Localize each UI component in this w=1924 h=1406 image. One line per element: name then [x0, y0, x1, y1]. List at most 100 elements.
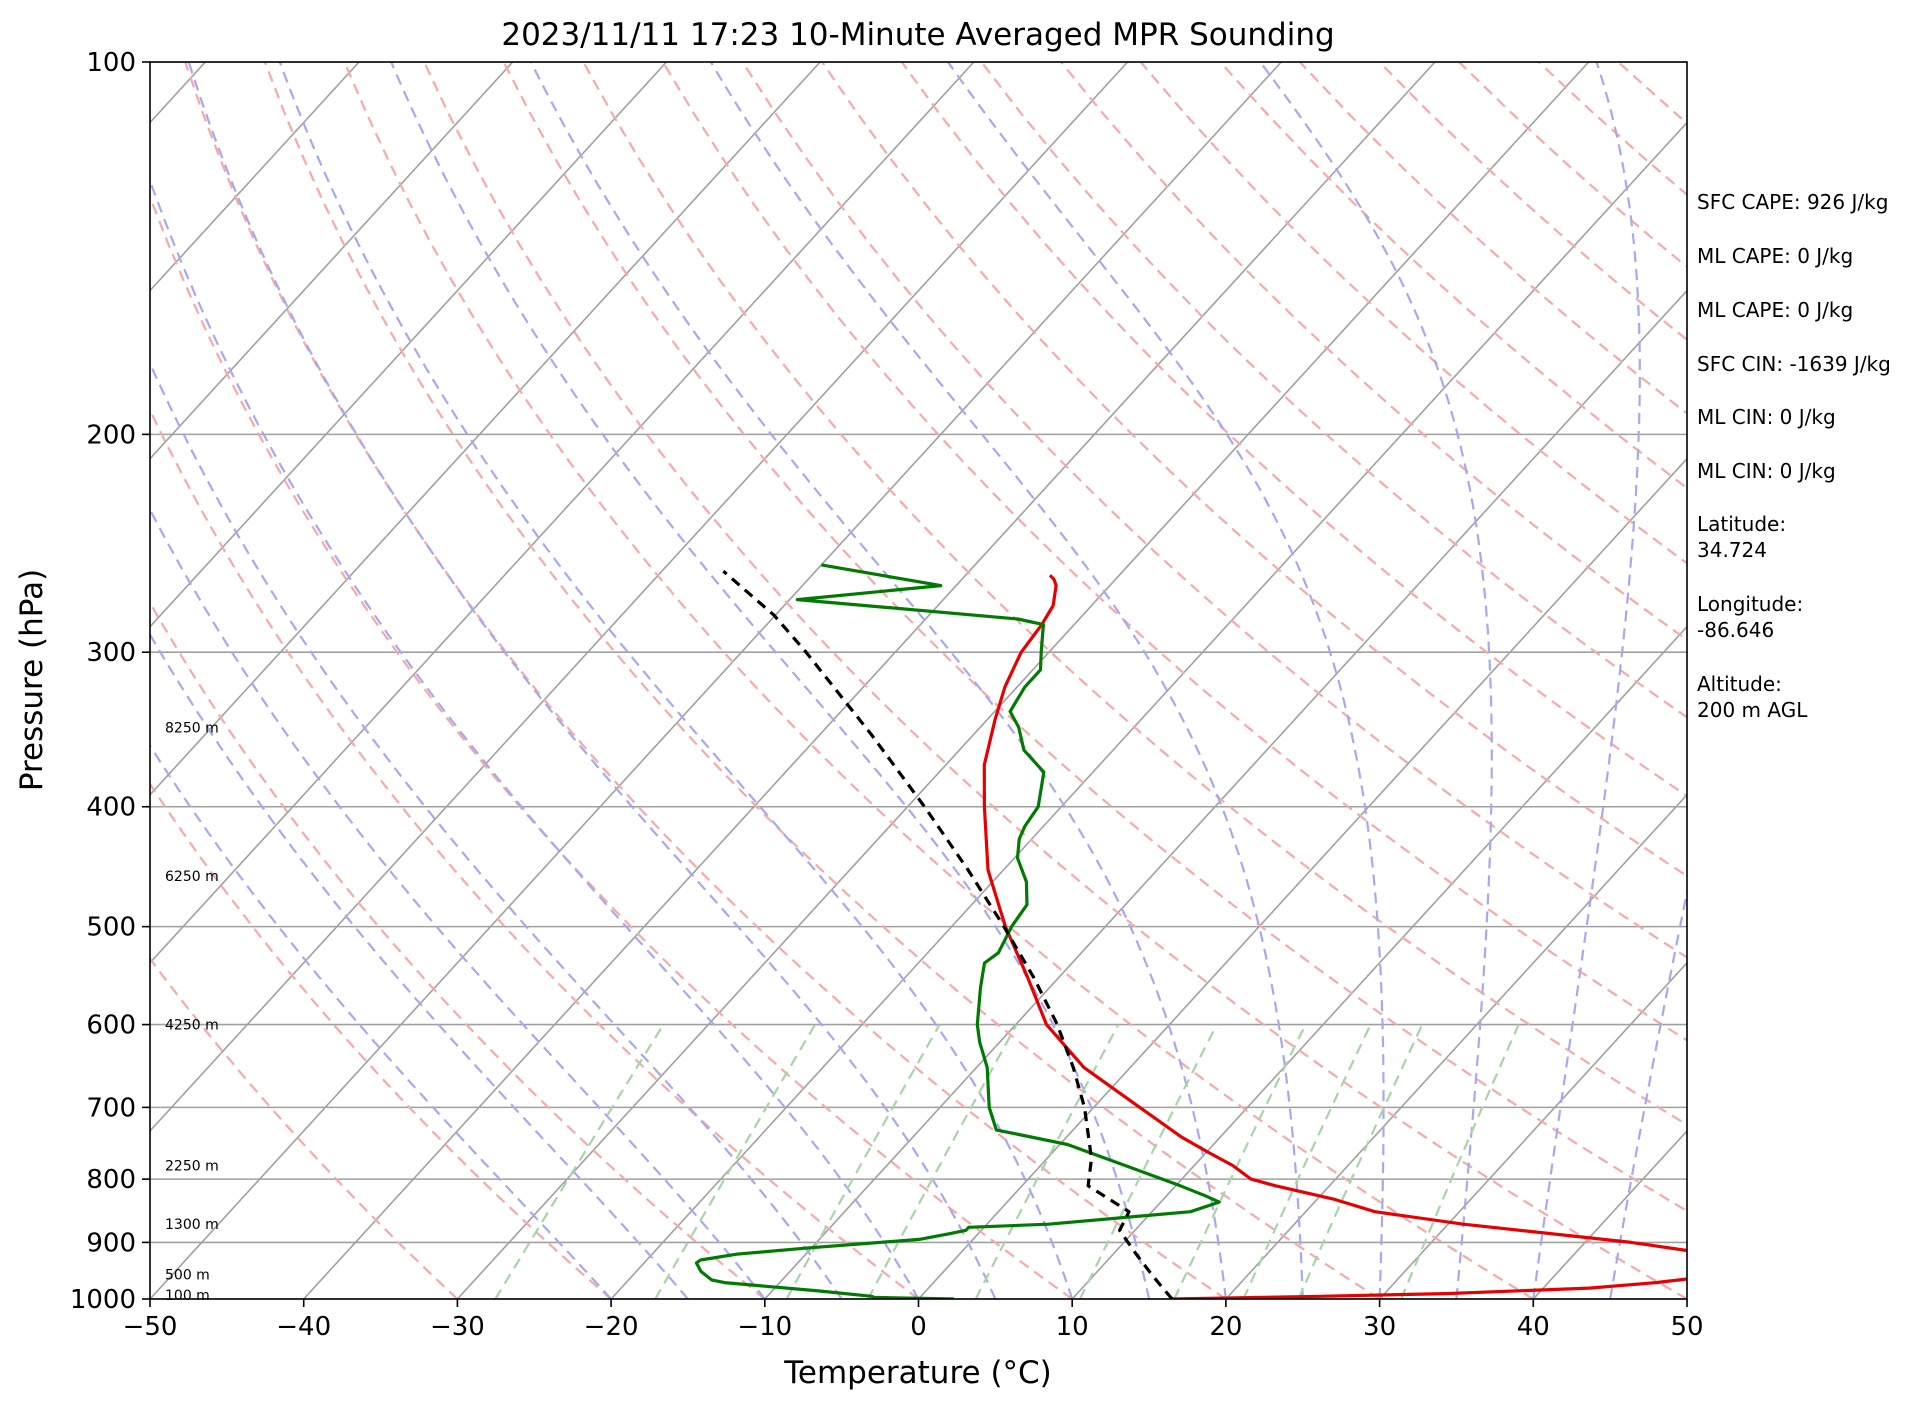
- x-tick-label: 30: [1363, 1312, 1396, 1342]
- dry-adiabat-line: [150, 600, 766, 1299]
- mixing-ratio-line: [867, 1024, 1018, 1299]
- isotherm-line: [150, 62, 1129, 1133]
- moist-adiabat-line: [150, 177, 920, 1299]
- x-tick-label: 20: [1209, 1312, 1242, 1342]
- y-tick-label: 600: [86, 1011, 136, 1041]
- mixing-ratio-line: [494, 1024, 665, 1299]
- isotherm-line: [150, 62, 821, 796]
- info-line: Latitude:: [1697, 512, 1786, 536]
- series-layer: [694, 563, 1687, 1299]
- moist-adiabat-line: [187, 62, 997, 1299]
- info-line: SFC CIN: -1639 J/kg: [1697, 352, 1891, 376]
- y-tick-label: 800: [86, 1165, 136, 1195]
- isotherm-line: [1379, 961, 1687, 1299]
- moist-adiabat-line: [1609, 886, 1687, 1299]
- y-tick-label: 700: [86, 1093, 136, 1123]
- dewpoint-profile: [694, 563, 1221, 1299]
- isotherm-line: [150, 62, 668, 628]
- x-tick-label: −30: [430, 1312, 485, 1342]
- info-line: SFC CAPE: 926 J/kg: [1697, 190, 1888, 214]
- info-line: ML CAPE: 0 J/kg: [1697, 244, 1853, 268]
- y-tick-label: 100: [86, 48, 136, 78]
- temperature-profile: [982, 574, 1687, 1299]
- x-tick-label: 50: [1670, 1312, 1703, 1342]
- isotherm-line: [917, 457, 1687, 1299]
- height-label: 2250 m: [165, 1159, 219, 1175]
- height-label: 4250 m: [165, 1018, 219, 1034]
- dry-adiabat-line: [150, 782, 612, 1299]
- height-label: 500 m: [165, 1267, 210, 1283]
- info-line: -86.646: [1697, 618, 1774, 642]
- x-tick-label: 40: [1517, 1312, 1550, 1342]
- dry-adiabat-line: [263, 62, 1381, 1299]
- mixing-ratio-line: [1400, 1024, 1520, 1299]
- mixing-ratio-line: [1242, 1024, 1372, 1299]
- isotherm-line: [1071, 625, 1687, 1299]
- isotherm-line: [303, 62, 1436, 1299]
- height-label: 1300 m: [165, 1217, 219, 1233]
- y-tick-label: 300: [86, 638, 136, 668]
- height-label: 8250 m: [165, 720, 219, 736]
- x-axis: −50 −40 −30 −20 −10 0 10 20 30 40 50: [123, 1299, 1704, 1342]
- parcel-profile: [722, 569, 1174, 1299]
- mixing-ratio-line: [1173, 1024, 1307, 1299]
- mixing-ratio-line: [654, 1024, 817, 1299]
- x-tick-label: −50: [123, 1312, 178, 1342]
- isotherm-line: [764, 289, 1687, 1299]
- moist-adiabat-line: [150, 743, 612, 1299]
- info-line: Altitude:: [1697, 672, 1782, 696]
- info-line: ML CAPE: 0 J/kg: [1697, 298, 1853, 322]
- dry-adiabat-line: [1139, 62, 1687, 565]
- chart-title: 2023/11/11 17:23 10-Minute Averaged MPR …: [501, 17, 1334, 53]
- y-tick-label: 1000: [70, 1285, 136, 1315]
- background-lines: [150, 62, 1687, 1299]
- moist-adiabat-line: [150, 507, 766, 1299]
- moist-adiabat-line: [1259, 62, 1493, 1299]
- moist-adiabat-line: [278, 62, 1074, 1299]
- y-axis: 100 200 300 400 500 600 700 800 900 1000: [70, 48, 150, 1315]
- y-axis-label: Pressure (hPa): [14, 569, 50, 791]
- mixing-ratio-line: [785, 1024, 941, 1299]
- x-tick-label: 0: [910, 1312, 927, 1342]
- isotherm-line: [150, 62, 360, 292]
- info-line: ML CIN: 0 J/kg: [1697, 405, 1836, 429]
- height-labels: 8250 m 6250 m 4250 m 2250 m 1300 m 500 m 100 m: [165, 720, 219, 1304]
- dry-adiabat-line: [502, 62, 1687, 1213]
- info-line: ML CIN: 0 J/kg: [1697, 459, 1836, 483]
- x-tick-label: −40: [276, 1312, 331, 1342]
- height-label: 6250 m: [165, 869, 219, 885]
- moist-adiabat-line: [1532, 62, 1641, 1299]
- info-line: Longitude:: [1697, 592, 1803, 616]
- mixing-ratio-line: [1297, 1024, 1424, 1299]
- mixing-ratio-line: [1079, 1024, 1218, 1299]
- isotherm-line: [456, 62, 1590, 1299]
- x-tick-label: 10: [1056, 1312, 1089, 1342]
- isotherm-line: [150, 62, 1282, 1299]
- y-tick-label: 400: [86, 793, 136, 823]
- dry-adiabat-line: [821, 62, 1687, 878]
- dry-adiabat-line: [150, 193, 1073, 1299]
- dry-adiabat-line: [343, 62, 1534, 1299]
- isotherm-line: [150, 62, 975, 965]
- x-tick-label: −20: [584, 1312, 639, 1342]
- moist-adiabat-line: [529, 62, 1227, 1299]
- height-label: 100 m: [165, 1288, 210, 1304]
- dry-adiabat-line: [423, 62, 1687, 1299]
- isotherm-line: [610, 121, 1687, 1299]
- dry-adiabat-line: [741, 62, 1687, 959]
- dry-adiabat-line: [150, 407, 920, 1299]
- mixing-ratio-line: [974, 1024, 1120, 1299]
- y-tick-label: 200: [86, 420, 136, 450]
- x-axis-label: Temperature (°C): [783, 1355, 1052, 1391]
- dry-adiabat-line: [150, 956, 459, 1299]
- dry-adiabat-line: [980, 62, 1687, 719]
- dry-adiabat-line: [582, 62, 1687, 1127]
- isotherm-line: [1225, 793, 1687, 1299]
- dry-adiabat-line: [184, 62, 1227, 1299]
- moist-adiabat-line: [150, 632, 689, 1299]
- y-tick-label: 900: [86, 1228, 136, 1258]
- moist-adiabat-line: [150, 360, 843, 1299]
- moist-adiabat-line: [709, 62, 1304, 1299]
